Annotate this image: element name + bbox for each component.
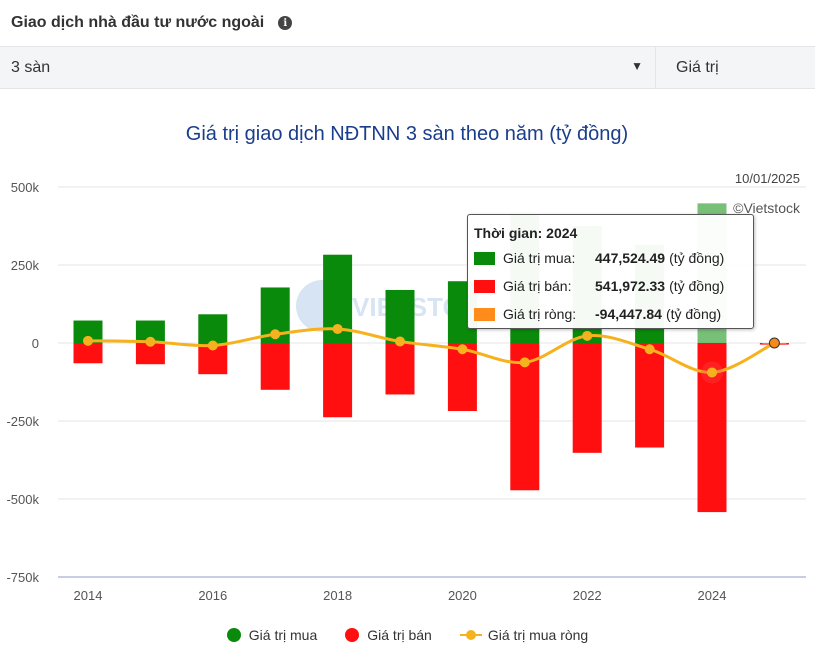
- bar-buy: [385, 289, 415, 343]
- bar-sell: [635, 343, 665, 448]
- value-mode-label: Giá trị: [676, 58, 719, 76]
- chart-date-label: 10/01/2025: [735, 171, 800, 186]
- net-point: [457, 344, 468, 355]
- net-point: [207, 340, 218, 351]
- legend-line-icon: [459, 628, 482, 642]
- net-point: [83, 335, 93, 346]
- controls-bar: 3 sàn ▼ Giá trị: [0, 46, 815, 89]
- controls-divider: [655, 47, 656, 88]
- tooltip-row-net: Giá trị ròng: -94,447.84 (tỷ đồng): [474, 304, 750, 324]
- legend-item-sell[interactable]: Giá trị bán: [345, 627, 432, 643]
- legend-dot-icon: [345, 628, 360, 642]
- net-point: [768, 337, 780, 349]
- tooltip-unit: (tỷ đồng): [665, 306, 722, 322]
- tooltip-swatch-sell: [474, 279, 495, 293]
- bar-buy: [135, 320, 165, 343]
- bar-sell: [260, 343, 290, 390]
- chart-tooltip: Thời gian: 2024 Giá trị mua: 447,524.49 …: [467, 214, 754, 329]
- legend-dot-icon: [226, 628, 241, 642]
- bar-sell: [385, 343, 415, 395]
- net-point: [332, 323, 343, 334]
- tooltip-label: Giá trị mua:: [503, 250, 576, 266]
- net-point: [519, 357, 530, 368]
- tooltip-label: Giá trị bán:: [503, 278, 572, 294]
- bar-sell: [572, 343, 602, 453]
- y-tick-label: -750k: [6, 570, 39, 585]
- net-point: [270, 329, 281, 340]
- tooltip-title: Thời gian: 2024: [474, 225, 578, 241]
- info-icon[interactable]: i: [278, 16, 293, 30]
- caret-down-icon: ▼: [631, 59, 643, 73]
- legend-item-net[interactable]: Giá trị mua ròng: [459, 627, 589, 643]
- x-tick-label: 2018: [323, 588, 352, 603]
- x-axis: 2014 2016 2018 2020 2022 2024: [74, 588, 727, 603]
- tooltip-row-buy: Giá trị mua: 447,524.49 (tỷ đồng): [474, 248, 750, 268]
- tooltip-unit: (tỷ đồng): [669, 278, 725, 294]
- bar-sell: [447, 343, 477, 412]
- y-tick-label: 0: [32, 336, 39, 351]
- net-point: [707, 367, 717, 378]
- header: Giao dịch nhà đầu tư nước ngoài i: [0, 0, 815, 46]
- exchange-select[interactable]: 3 sàn ▼: [0, 47, 655, 88]
- page-title: Giao dịch nhà đầu tư nước ngoài: [11, 14, 265, 31]
- net-point: [582, 330, 593, 341]
- legend-label: Giá trị bán: [367, 627, 432, 643]
- y-tick-label: 500k: [11, 180, 40, 195]
- y-tick-label: -250k: [6, 414, 39, 429]
- bar-sell: [323, 343, 353, 418]
- chart-credit: ©Vietstock: [733, 200, 801, 216]
- tooltip-swatch-net: [474, 307, 495, 321]
- y-tick-label: -500k: [6, 492, 39, 507]
- exchange-select-value: 3 sàn: [11, 58, 51, 76]
- tooltip-value: -94,447.84: [595, 306, 662, 322]
- bar-buy: [73, 320, 103, 343]
- value-mode-button[interactable]: Giá trị: [656, 47, 815, 88]
- tooltip-swatch-buy: [474, 251, 495, 265]
- x-tick-label: 2022: [573, 588, 602, 603]
- bar-buy: [198, 314, 228, 343]
- tooltip-value: 447,524.49: [595, 250, 666, 266]
- x-tick-label: 2020: [448, 588, 477, 603]
- net-line: [83, 323, 780, 384]
- net-point: [395, 336, 405, 347]
- net-point: [644, 344, 655, 355]
- x-tick-label: 2014: [74, 588, 103, 603]
- tooltip-row-sell: Giá trị bán: 541,972.33 (tỷ đồng): [474, 276, 750, 296]
- y-axis: 500k 250k 0 -250k -500k -750k: [6, 180, 39, 585]
- tooltip-value: 541,972.33: [595, 278, 666, 294]
- legend-label: Giá trị mua: [248, 627, 318, 643]
- chart-legend: Giá trị mua Giá trị bán Giá trị mua ròng: [0, 622, 815, 648]
- legend-item-buy[interactable]: Giá trị mua: [226, 627, 318, 643]
- y-tick-label: 250k: [11, 258, 40, 273]
- tooltip-label: Giá trị ròng:: [503, 306, 577, 322]
- x-tick-label: 2024: [698, 588, 727, 603]
- net-point: [145, 336, 156, 347]
- bar-sell: [73, 343, 103, 364]
- bar-sell: [135, 343, 165, 365]
- net-line-path: [87, 327, 776, 374]
- x-tick-label: 2016: [198, 588, 227, 603]
- chart-title: Giá trị giao dịch NĐTNN 3 sàn theo năm (…: [186, 123, 628, 145]
- bar-sell: [510, 343, 540, 491]
- tooltip-unit: (tỷ đồng): [669, 250, 725, 266]
- legend-label: Giá trị mua ròng: [487, 627, 589, 643]
